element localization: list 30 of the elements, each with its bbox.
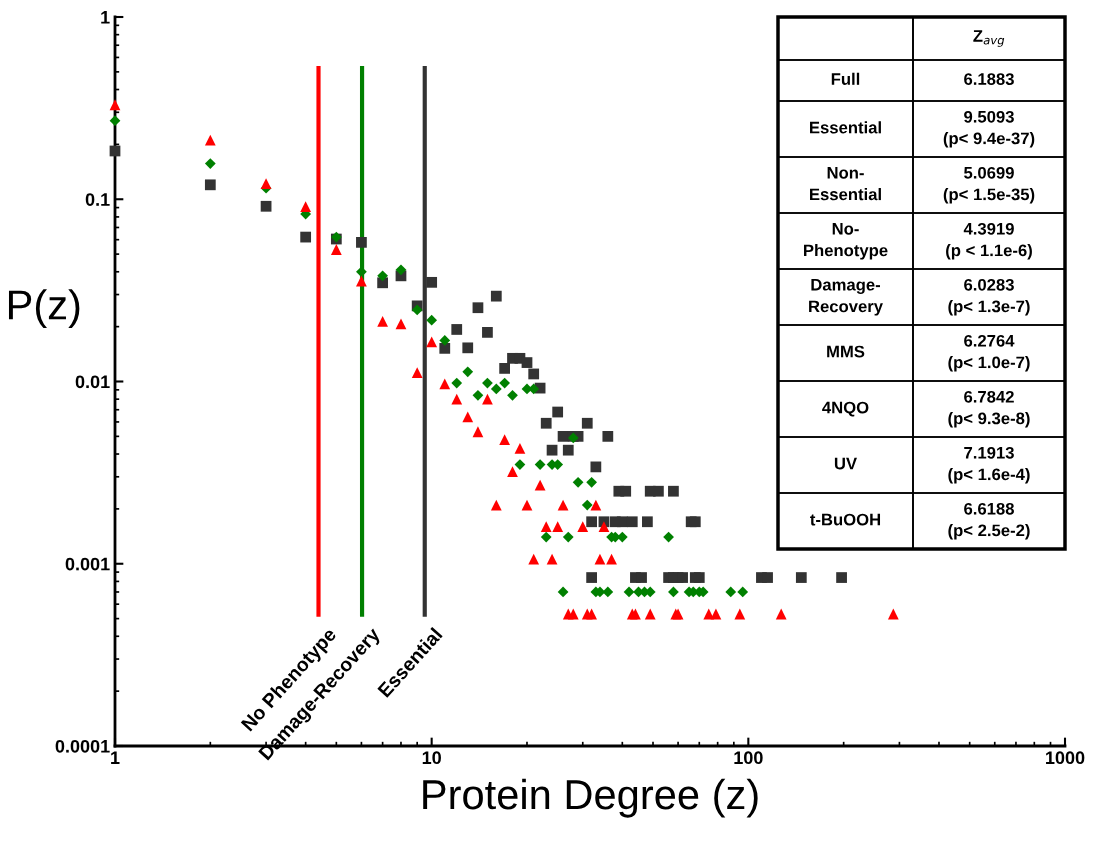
y-tick-label: 1 <box>101 11 110 24</box>
annotation: t-BuOOH <box>810 513 881 526</box>
y-tick-label: 0.001 <box>65 557 110 571</box>
annotation: 6.0283 (p< 1.3e-7) <box>948 278 1030 316</box>
annotation: Essential <box>810 121 881 134</box>
annotation: 5.0699 (p< 1.5e-35) <box>943 166 1035 204</box>
y-tick-label: 0.1 <box>85 193 110 206</box>
annotation: 9.5093 (p< 9.4e-37) <box>943 110 1035 148</box>
annotation: Non- Essential <box>810 167 881 201</box>
annotation: 4.3919 (p < 1.1e-6) <box>946 222 1032 260</box>
x-tick-label: 1 <box>111 751 120 764</box>
y-axis-title: P(z) <box>8 289 80 328</box>
x-axis-title: Protein Degree (z) <box>423 778 758 818</box>
annotation: 6.7842 (p< 9.3e-8) <box>948 390 1030 428</box>
annotation: 6.2764 (p< 1.0e-7) <box>948 334 1030 372</box>
annotation: MMS <box>827 345 865 358</box>
x-tick-label: 10 <box>422 751 441 765</box>
annotation: 7.1913 (p< 1.6e-4) <box>948 446 1030 484</box>
annotation: 6.6188 (p< 2.5e-2) <box>948 502 1030 540</box>
annotation: No- Phenotype <box>804 223 888 260</box>
annotation: 4NQO <box>822 401 869 417</box>
annotation: Damage- Recovery <box>809 278 883 316</box>
annotation: UV <box>834 457 857 470</box>
y-tick-label: 0.01 <box>75 375 110 389</box>
y-tick-label: 0.0001 <box>55 739 110 753</box>
x-tick-label: 1000 <box>1046 751 1085 765</box>
x-tick-label: 100 <box>734 751 763 765</box>
annotation: Z$_{avg}$ <box>973 30 1005 47</box>
annotation: Full <box>831 72 860 85</box>
annotation: 6.1883 <box>964 73 1014 85</box>
